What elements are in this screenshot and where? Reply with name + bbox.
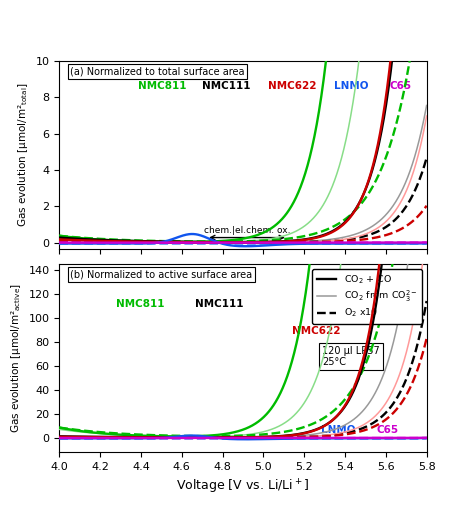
Text: C65: C65 bbox=[377, 425, 399, 435]
Text: (a) Normalized to total surface area: (a) Normalized to total surface area bbox=[70, 67, 245, 77]
Text: LNMO: LNMO bbox=[321, 425, 356, 435]
Legend: CO$_2$ + CO, CO$_2$ from CO$_3^{2-}$, O$_2$ x10: CO$_2$ + CO, CO$_2$ from CO$_3^{2-}$, O$… bbox=[312, 269, 422, 324]
Text: NMC622: NMC622 bbox=[268, 81, 317, 91]
Y-axis label: Gas evolution [μmol/m²$_{\mathrm{active}}$]: Gas evolution [μmol/m²$_{\mathrm{active}… bbox=[9, 283, 23, 433]
Text: NMC111: NMC111 bbox=[202, 81, 251, 91]
Text: NMC111: NMC111 bbox=[195, 299, 243, 309]
Text: LNMO: LNMO bbox=[334, 81, 369, 91]
Text: C65: C65 bbox=[390, 81, 412, 91]
Text: 120 μl LP57
25°C: 120 μl LP57 25°C bbox=[322, 346, 380, 367]
Y-axis label: Gas evolution [μmol/m²$_{\mathrm{total}}$]: Gas evolution [μmol/m²$_{\mathrm{total}}… bbox=[16, 83, 30, 227]
Text: NMC622: NMC622 bbox=[292, 326, 341, 336]
Text: NMC811: NMC811 bbox=[138, 81, 186, 91]
Text: chem.|el.chem. ox.: chem.|el.chem. ox. bbox=[204, 226, 290, 235]
X-axis label: Voltage [V vs. Li/Li$^+$]: Voltage [V vs. Li/Li$^+$] bbox=[176, 478, 310, 496]
Text: NMC811: NMC811 bbox=[116, 299, 164, 309]
Text: (b) Normalized to active surface area: (b) Normalized to active surface area bbox=[70, 270, 252, 280]
